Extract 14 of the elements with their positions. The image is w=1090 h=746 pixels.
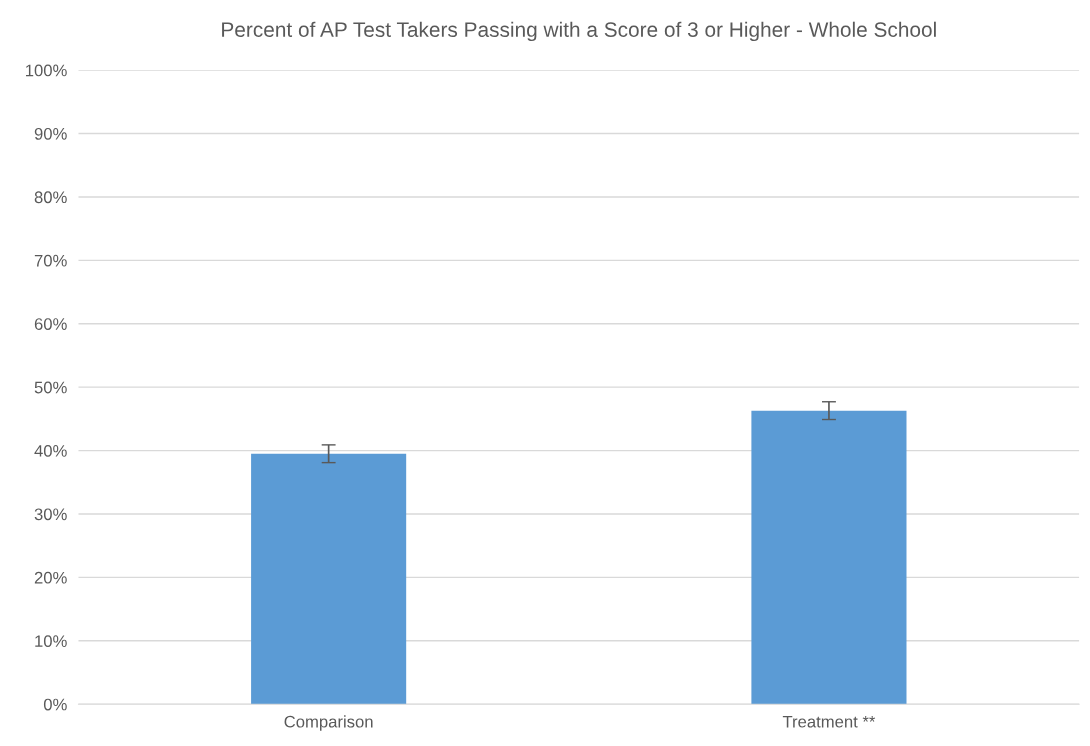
y-tick-label: 40% <box>34 444 67 457</box>
x-tick-label: Treatment ** <box>782 715 876 728</box>
y-tick-label: 20% <box>34 571 67 584</box>
y-tick-label: 80% <box>34 191 67 204</box>
y-tick-label: 100% <box>26 64 67 77</box>
y-tick-label: 90% <box>34 127 67 140</box>
x-tick-label: Comparison <box>284 715 373 731</box>
y-tick-label: 30% <box>34 508 67 521</box>
y-tick-label: 10% <box>35 635 67 648</box>
y-tick-label: 50% <box>34 381 67 394</box>
chart-title: Percent of AP Test Takers Passing with a Score of 3 or Higher - Whole School <box>222 21 936 42</box>
y-tick-label: 0% <box>43 698 67 711</box>
y-tick-label: 60% <box>34 318 67 330</box>
y-tick-label: 70% <box>34 254 67 267</box>
